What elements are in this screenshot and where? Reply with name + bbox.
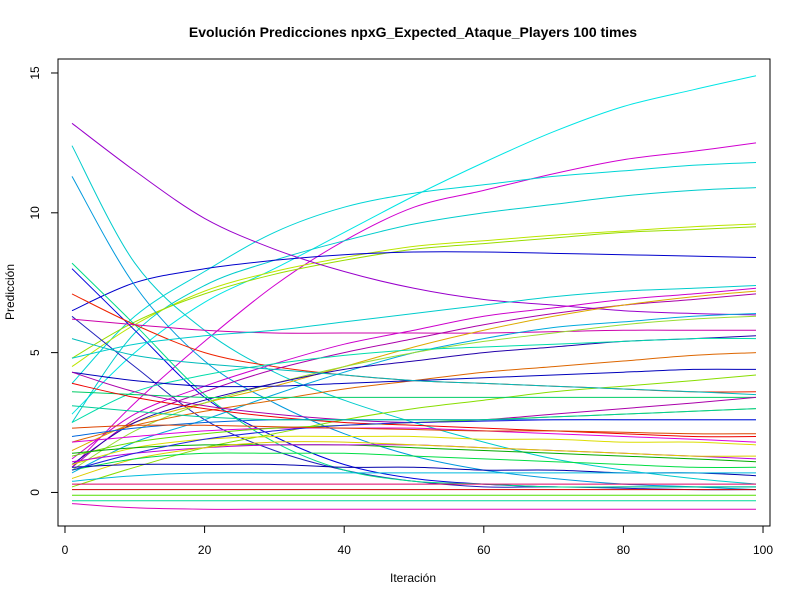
series-line-4: [71, 187, 757, 423]
series-line-26: [71, 374, 757, 488]
series-line-23: [71, 337, 757, 423]
series-line-1: [71, 75, 757, 415]
y-tick-label: 0: [28, 489, 42, 496]
series-line-28: [71, 391, 756, 399]
series-line-47: [71, 424, 757, 435]
series-line-15: [71, 318, 756, 334]
series-line-34: [71, 435, 757, 465]
x-axis-label: Iteración: [390, 571, 436, 585]
x-tick-label: 20: [198, 543, 212, 557]
series-line-13: [71, 262, 756, 488]
series-line-27: [71, 338, 757, 396]
y-axis: 0 5 10 15: [28, 66, 59, 496]
x-tick-label: 0: [62, 543, 69, 557]
series-line-19: [71, 290, 757, 451]
series-line-40: [71, 472, 756, 482]
x-tick-label: 40: [338, 543, 352, 557]
series-line-16: [71, 285, 757, 359]
y-tick-label: 5: [28, 349, 42, 356]
series-line-6: [71, 226, 757, 359]
series-line-9: [71, 145, 757, 485]
series-line-20: [71, 313, 757, 474]
series-line-17: [71, 287, 757, 460]
series-line-30: [71, 382, 757, 438]
x-axis: 0 20 40 60 80 100: [62, 525, 773, 557]
y-tick-label: 10: [28, 206, 42, 220]
series-line-7: [71, 251, 757, 312]
x-tick-label: 100: [753, 543, 773, 557]
series-line-21: [71, 315, 757, 471]
series-line-38: [71, 452, 757, 471]
series-line-18: [71, 293, 757, 468]
x-tick-label: 60: [477, 543, 491, 557]
series-line-48: [71, 405, 757, 421]
series-line-46: [71, 419, 756, 471]
series-lines: [71, 75, 757, 510]
series-line-32: [71, 408, 757, 457]
series-line-14: [71, 293, 757, 393]
series-line-5: [71, 223, 757, 368]
series-line-12: [71, 315, 757, 491]
series-line-31: [71, 427, 757, 443]
chart-title: Evolución Predicciones npxG_Expected_Ata…: [189, 24, 637, 40]
series-line-45: [71, 503, 756, 510]
series-line-3: [71, 162, 757, 384]
y-tick-label: 15: [28, 66, 42, 80]
y-axis-label: Predicción: [3, 264, 17, 320]
series-line-37: [71, 441, 757, 479]
series-line-35: [71, 444, 757, 463]
x-tick-label: 80: [617, 543, 631, 557]
series-line-8: [71, 122, 757, 316]
